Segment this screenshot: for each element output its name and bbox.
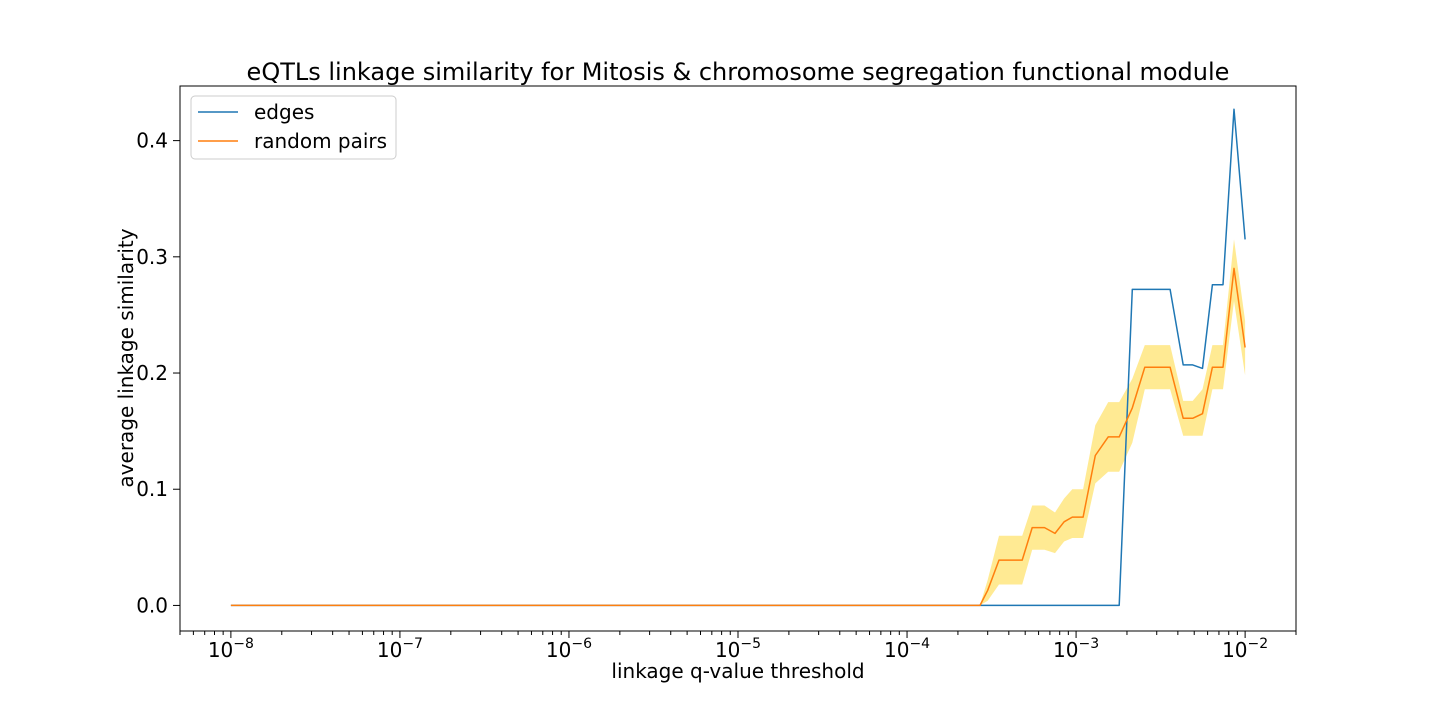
x-tick-label: 10−5 <box>715 636 761 662</box>
y-tick-label: 0.2 <box>136 361 168 385</box>
x-tick-label: 10−3 <box>1053 636 1099 662</box>
series-line-random-pairs <box>230 267 1246 607</box>
plot-area <box>230 108 1246 607</box>
x-tick-label: 10−6 <box>546 636 592 662</box>
y-tick-label: 0.1 <box>136 477 168 501</box>
x-tick-label: 10−4 <box>884 636 930 662</box>
x-tick-label: 10−8 <box>208 636 254 662</box>
y-axis-label: average linkage similarity <box>114 228 138 487</box>
y-tick-label: 0.3 <box>136 245 168 269</box>
legend: edges random pairs <box>190 95 397 160</box>
x-axis-label: linkage q-value threshold <box>611 659 864 683</box>
x-tick-label: 10−2 <box>1222 636 1268 662</box>
random-pairs-confidence-band <box>230 239 1246 606</box>
legend-box <box>190 95 397 160</box>
y-axis: 0.0 0.1 0.2 0.3 0.4 <box>136 129 180 617</box>
series-line-edges <box>230 108 1246 607</box>
chart-title: eQTLs linkage similarity for Mitosis & c… <box>247 58 1230 86</box>
legend-label-edges: edges <box>254 100 314 124</box>
y-tick-label: 0.4 <box>136 129 168 153</box>
y-tick-label: 0.0 <box>136 593 168 617</box>
legend-label-random-pairs: random pairs <box>254 129 387 153</box>
x-tick-label: 10−7 <box>377 636 423 662</box>
plot-frame <box>179 85 1297 632</box>
x-axis: 10−8 10−7 10−6 10−5 10−4 10−3 10−2 <box>179 631 1297 662</box>
